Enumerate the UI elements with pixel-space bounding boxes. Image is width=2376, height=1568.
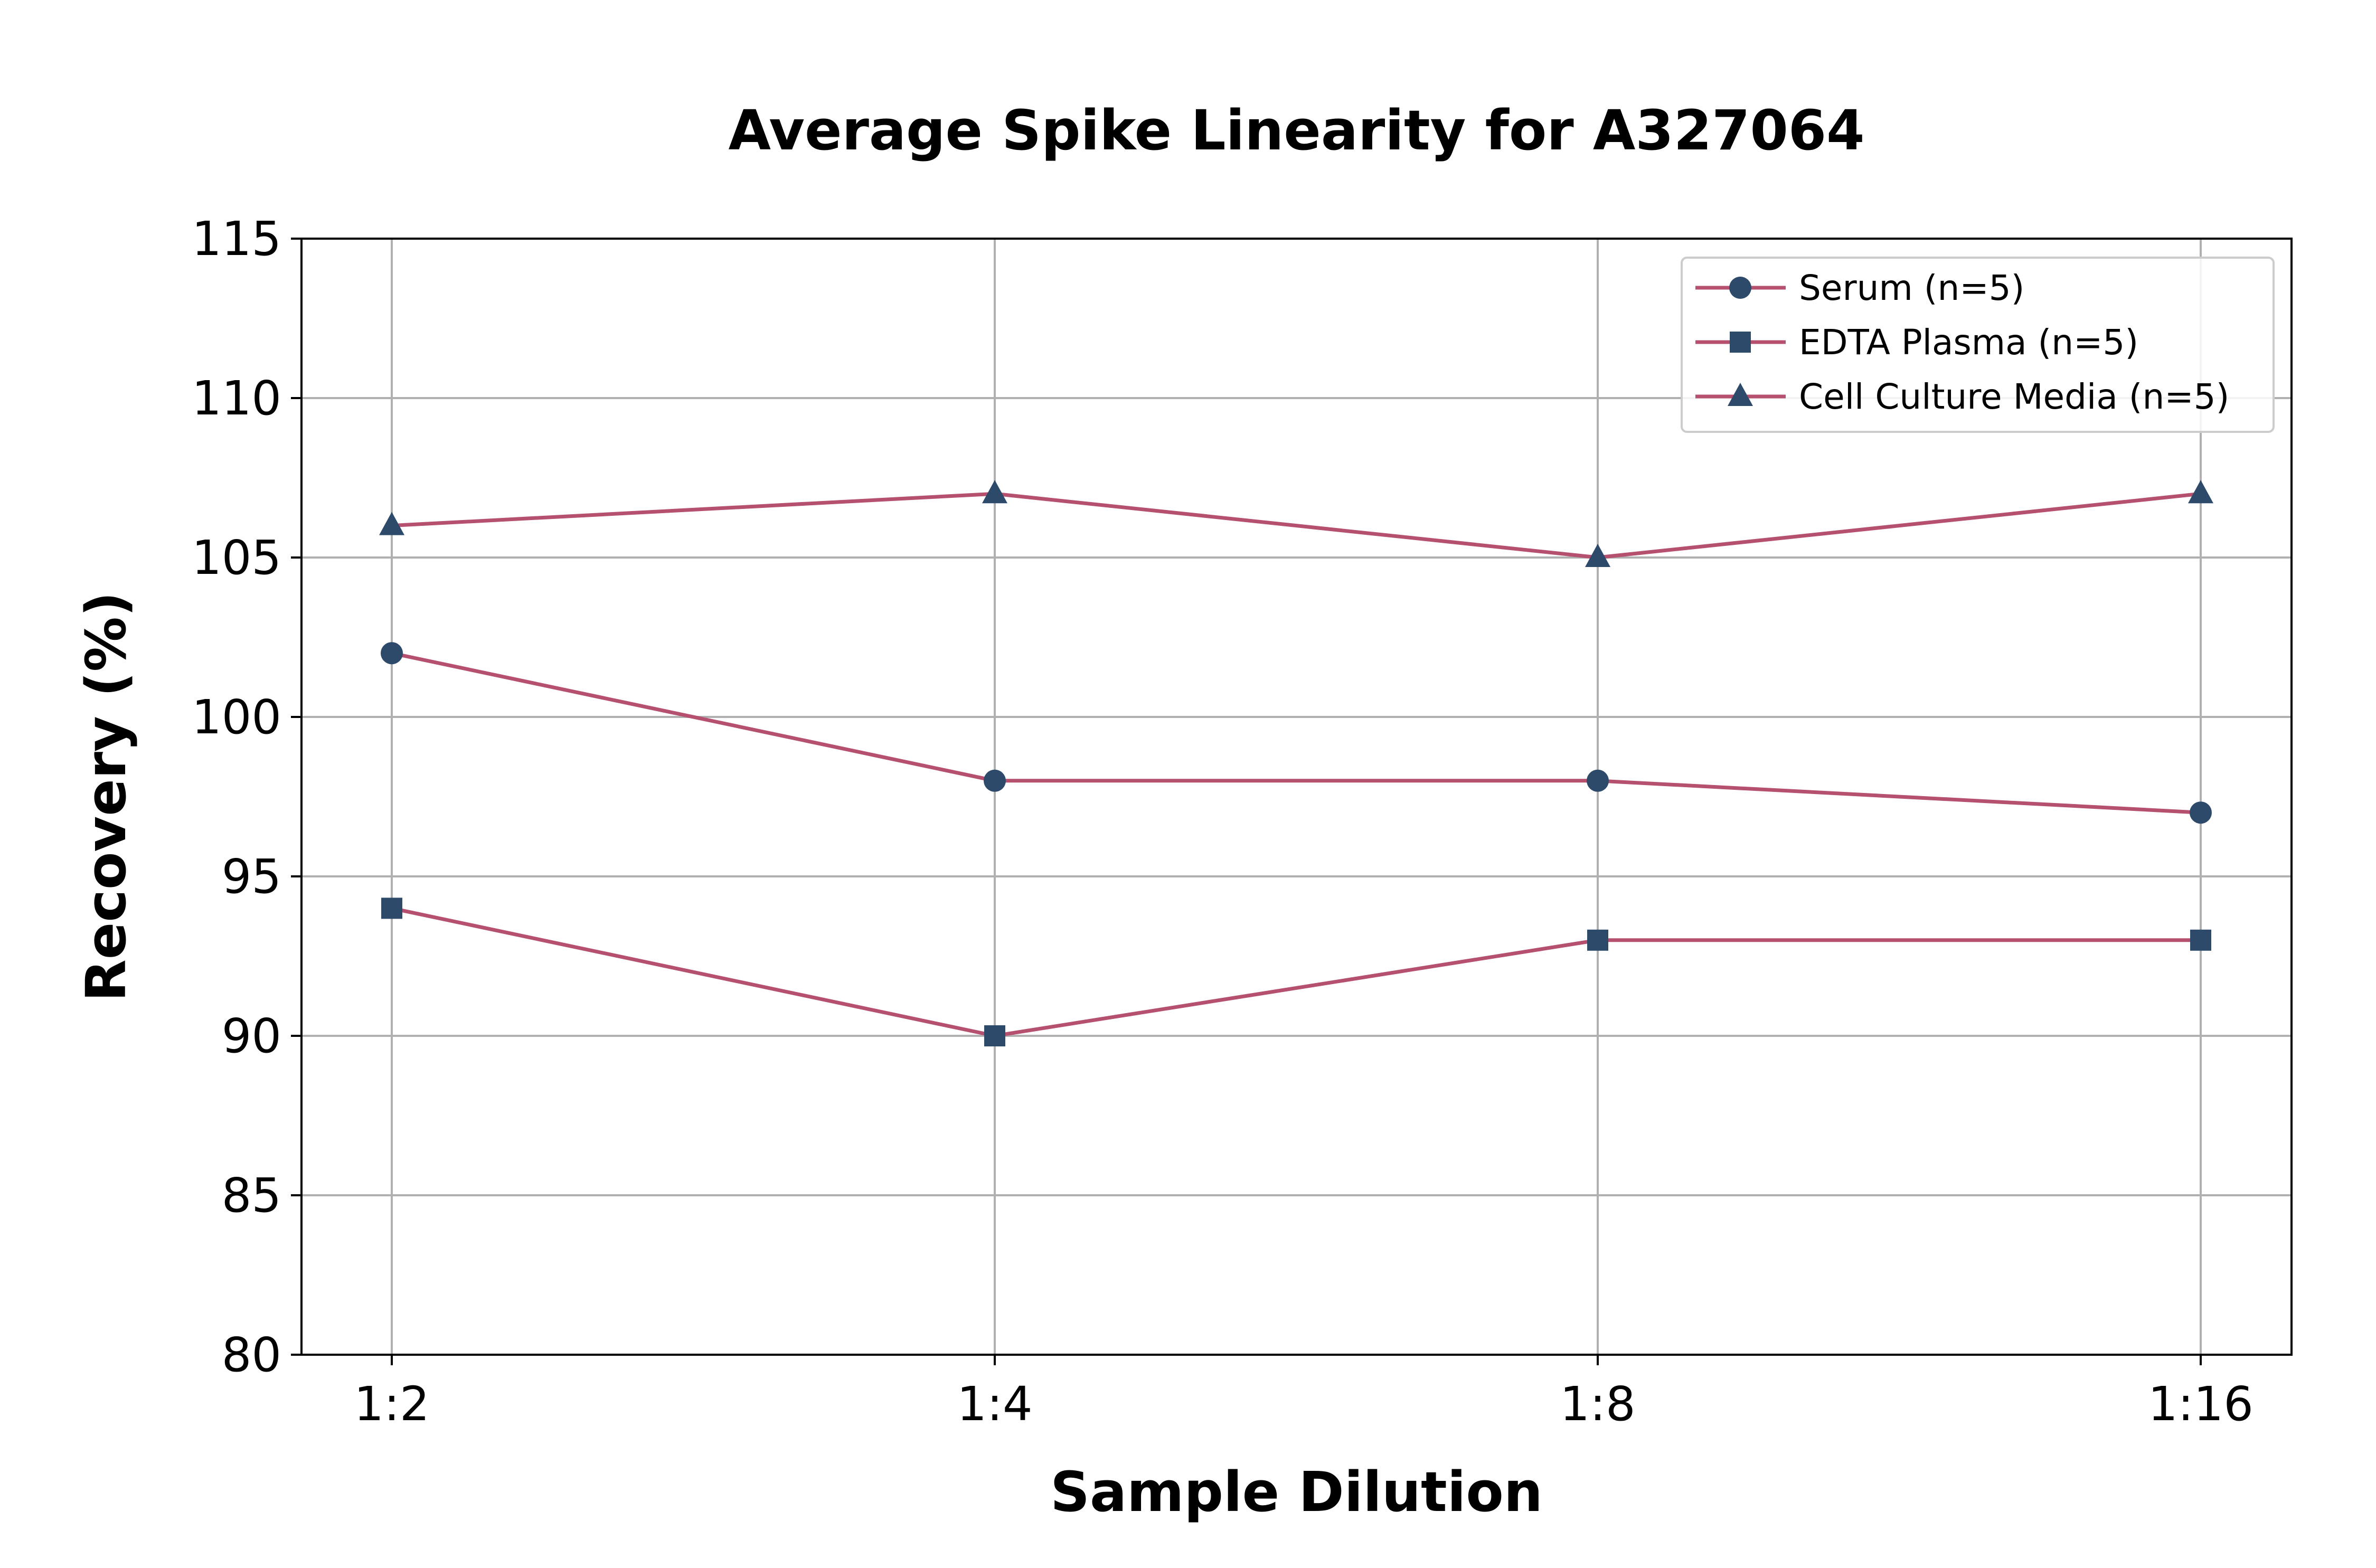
series-line <box>391 492 2201 560</box>
y-tick-label: 90 <box>222 1008 281 1063</box>
data-point-square <box>1587 929 1608 951</box>
legend-marker-triangle <box>1728 383 1753 406</box>
legend-label: Cell Culture Media (n=5) <box>1799 376 2229 417</box>
series-square <box>381 898 2211 1046</box>
y-tick-label: 115 <box>192 211 281 266</box>
legend-entry: EDTA Plasma (n=5) <box>1695 322 2138 363</box>
series-circle <box>381 642 2212 824</box>
y-tick-label: 85 <box>222 1168 281 1223</box>
x-tick-label: 1:16 <box>2148 1376 2254 1431</box>
x-tick-label: 1:8 <box>1560 1376 1635 1431</box>
series-line <box>391 651 2201 815</box>
data-point-circle <box>1587 769 1609 792</box>
x-tick-label: 1:4 <box>957 1376 1032 1431</box>
data-point-triangle <box>982 480 1007 504</box>
chart-title: Average Spike Linearity for A327064 <box>728 98 1864 163</box>
x-axis-label: Sample Dilution <box>1050 1460 1543 1524</box>
y-tick-label: 100 <box>192 689 281 744</box>
legend-marker-square <box>1730 332 1751 353</box>
legend-entry: Serum (n=5) <box>1695 268 2024 308</box>
data-point-square <box>984 1025 1005 1046</box>
y-tick-label: 110 <box>192 371 281 426</box>
legend: Serum (n=5) EDTA Plasma (n=5) Cell Culture… <box>1681 257 2275 433</box>
y-tick-label: 95 <box>222 849 281 904</box>
axis-ticks: 80 85 90 95 100 105 110 115 1:2 1:4 1:8 1:16 <box>192 211 2254 1431</box>
data-point-circle <box>381 642 403 665</box>
plot-frame <box>300 238 2293 1356</box>
data-point-circle <box>984 769 1006 792</box>
legend-marker-circle <box>1729 277 1751 299</box>
legend-entry: Cell Culture Media (n=5) <box>1695 376 2229 417</box>
data-point-circle <box>2190 801 2212 824</box>
data-point-triangle <box>1585 544 1610 567</box>
data-point-square <box>381 898 402 919</box>
series-triangle <box>379 480 2213 567</box>
y-tick-label: 105 <box>192 530 281 585</box>
legend-label: Serum (n=5) <box>1799 268 2024 308</box>
data-point-triangle <box>379 512 404 535</box>
y-axis-label: Recovery (%) <box>74 592 138 1002</box>
data-point-square <box>2190 929 2211 951</box>
series-line <box>391 906 2201 1038</box>
legend-box <box>1681 257 2275 433</box>
legend-label: EDTA Plasma (n=5) <box>1799 322 2138 363</box>
data-point-triangle <box>2188 480 2213 504</box>
series-layer <box>379 480 2213 1046</box>
x-tick-label: 1:2 <box>354 1376 429 1431</box>
y-tick-label: 80 <box>222 1327 281 1382</box>
